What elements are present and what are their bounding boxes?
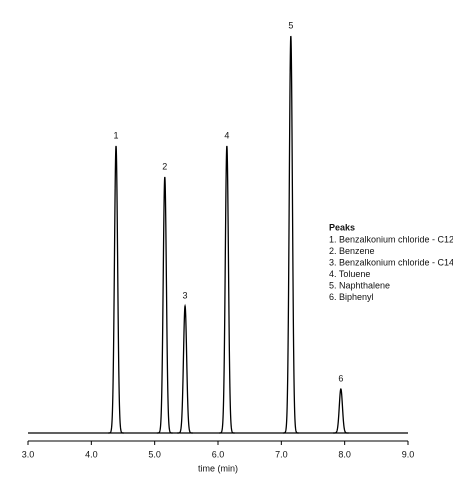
peak-label: 1 (114, 130, 119, 140)
peak-label: 2 (162, 161, 167, 171)
legend-item: 1. Benzalkonium chloride - C12 (329, 234, 453, 244)
peak (332, 388, 349, 434)
legend-item: 4. Toluene (329, 269, 370, 279)
peak (218, 145, 235, 434)
legend-title: Peaks (329, 222, 355, 232)
peak (108, 145, 124, 434)
peak (177, 303, 193, 434)
peak-label: 5 (288, 20, 293, 30)
peak-label: 3 (183, 290, 188, 300)
x-tick-label: 7.0 (275, 449, 288, 459)
x-axis-label: time (min) (198, 463, 238, 473)
legend-item: 5. Naphthalene (329, 280, 390, 290)
x-tick-label: 5.0 (148, 449, 161, 459)
peak (156, 176, 173, 434)
legend-item: 3. Benzalkonium chloride - C14 (329, 257, 453, 267)
x-tick-label: 4.0 (85, 449, 98, 459)
peak-label: 6 (338, 373, 343, 383)
peak-label: 4 (224, 130, 229, 140)
x-tick-label: 3.0 (22, 449, 35, 459)
x-tick-label: 6.0 (212, 449, 225, 459)
x-tick-label: 8.0 (338, 449, 351, 459)
x-tick-label: 9.0 (402, 449, 415, 459)
peak (282, 35, 299, 434)
legend-item: 6. Biphenyl (329, 292, 374, 302)
legend-item: 2. Benzene (329, 246, 375, 256)
